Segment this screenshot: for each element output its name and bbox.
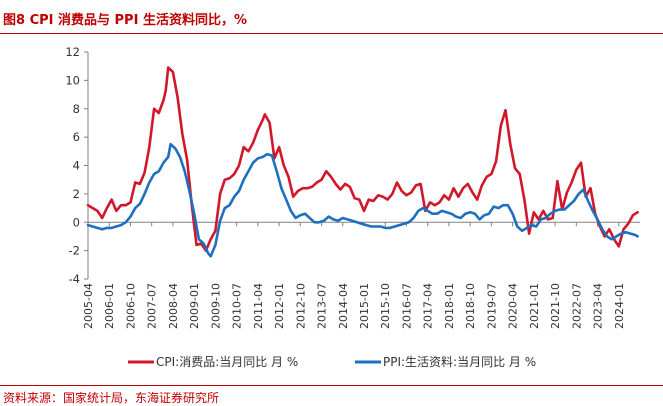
title-divider (0, 33, 663, 34)
cpi-consumer-goods-line (86, 66, 639, 252)
x-tick-label: 2007-07 (146, 283, 159, 329)
x-tick-label: 2018-10 (464, 283, 477, 329)
x-tick-label: 2009-01 (188, 283, 201, 329)
y-tick-label: 2 (73, 187, 80, 201)
x-tick-label: 2009-10 (209, 283, 222, 329)
x-tick-label: 2008-04 (167, 283, 180, 329)
x-tick-label: 2018-01 (443, 283, 456, 329)
x-tick-label: 2014-04 (337, 283, 350, 329)
y-tick-label: 0 (73, 215, 80, 229)
x-tick-label: 2016-07 (400, 283, 413, 329)
x-tick-label: 2024-01 (613, 283, 626, 329)
chart-series (86, 66, 639, 258)
x-tick-label: 2006-10 (124, 283, 137, 329)
legend-label: CPI:消费品:当月同比 月 % (156, 355, 298, 369)
x-tick-label: 2021-10 (549, 283, 562, 329)
y-tick-label: 12 (65, 45, 80, 59)
x-tick-label: 2010-07 (231, 283, 244, 329)
chart-legend: CPI:消费品:当月同比 月 % PPI:生活资料:当月同比 月 % (128, 355, 536, 369)
y-tick-label: 8 (73, 102, 80, 116)
x-tick-label: 2020-04 (507, 283, 520, 329)
line-chart: -4 -2 0 2 4 6 8 10 12 2005-04 2006-01 2006-10 2007-0… (65, 45, 640, 369)
y-tick-label: 4 (73, 159, 80, 173)
source-note: 资料来源：国家统计局，东海证券研究所 (3, 391, 220, 405)
x-tick-label: 2015-01 (358, 283, 371, 329)
x-tick-label: 2023-04 (592, 283, 605, 329)
y-tick-label: 6 (73, 130, 80, 144)
legend-label: PPI:生活资料:当月同比 月 % (383, 355, 536, 369)
y-tick-label: -2 (69, 244, 80, 258)
x-tick-label: 2012-10 (294, 283, 307, 329)
x-tick-label: 2019-07 (485, 283, 498, 329)
x-tick-label: 2011-04 (252, 283, 265, 329)
x-tick-label: 2013-07 (316, 283, 329, 329)
x-tick-label: 2012-01 (273, 283, 286, 329)
x-tick-label: 2005-04 (82, 283, 95, 329)
x-tick-label: 2021-01 (528, 283, 541, 329)
ppi-living-goods-line (86, 142, 639, 258)
footer-divider (0, 385, 663, 386)
x-tick-label: 2006-01 (103, 283, 116, 329)
x-tick-label: 2022-07 (570, 283, 583, 329)
chart-title: 图8 CPI 消费品与 PPI 生活资料同比，% (3, 13, 247, 28)
x-tick-label: 2017-04 (422, 283, 435, 329)
x-tick-label: 2015-10 (379, 283, 392, 329)
y-tick-label: 10 (65, 73, 80, 87)
y-tick-label: -4 (69, 272, 80, 286)
chart-axes: -4 -2 0 2 4 6 8 10 12 2005-04 2006-01 2006-10 2007-0… (65, 45, 640, 329)
